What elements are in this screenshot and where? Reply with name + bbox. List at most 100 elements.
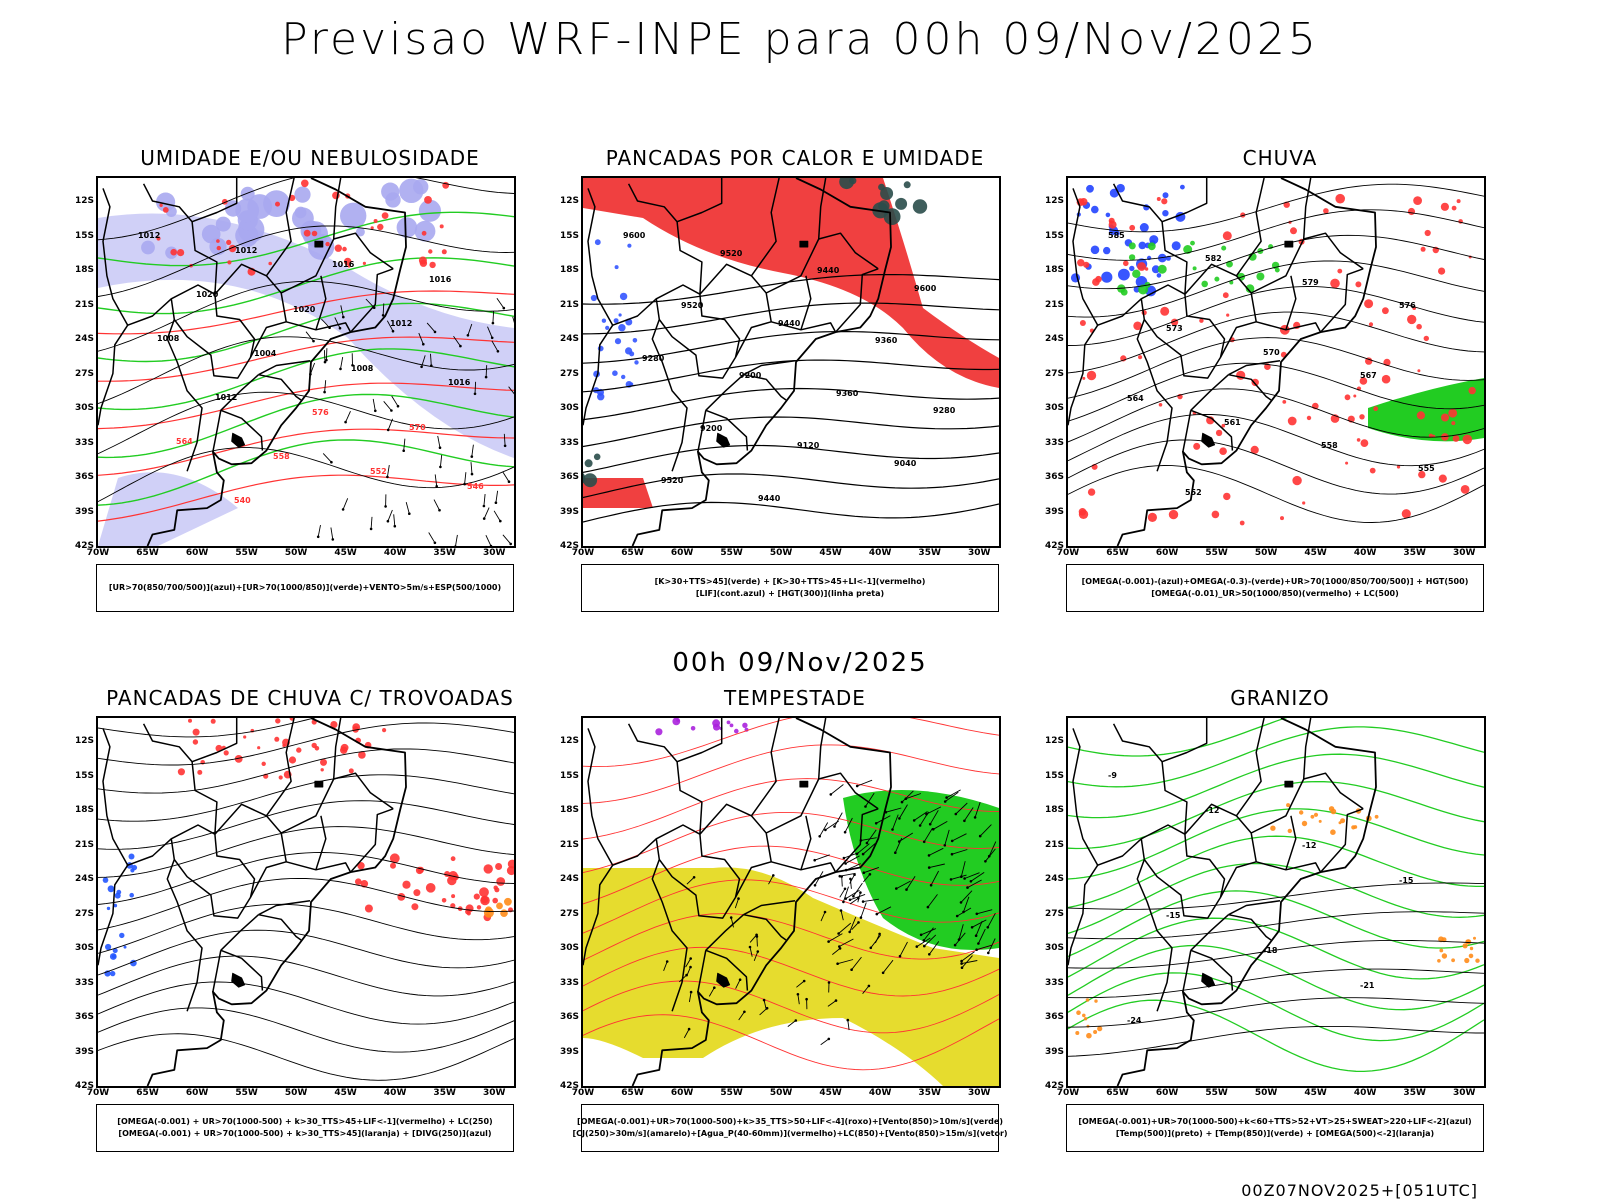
omega-red — [1420, 246, 1426, 252]
red-dot — [506, 866, 514, 876]
omega-red — [1344, 394, 1351, 401]
red-dot — [428, 249, 433, 254]
green-blob — [583, 473, 598, 488]
hgt500-contour — [1068, 465, 1484, 523]
streamline — [98, 981, 514, 1025]
wind-vector — [928, 847, 944, 856]
map-area — [96, 716, 516, 1088]
wind-vector-head — [986, 926, 990, 929]
contour-label: 576 — [1399, 301, 1416, 310]
border — [835, 808, 879, 873]
border — [800, 275, 812, 331]
lat-tick-label: 33S — [1044, 437, 1064, 448]
humidity-blob — [292, 207, 314, 230]
wind-vector — [951, 833, 967, 842]
border — [220, 949, 264, 991]
wind-arrow-head — [323, 390, 326, 394]
wind-arrow — [464, 472, 467, 485]
lif-contour-blue — [632, 338, 638, 343]
panel-pancadas-calor: PANCADAS POR CALOR E UMIDADE 12S 15S 18S 21S… — [535, 146, 1025, 626]
panel-title: TEMPESTADE — [724, 686, 866, 710]
wind-vector-head — [829, 793, 833, 796]
wind-arrow-head — [507, 480, 511, 484]
wind-arrow-head — [422, 342, 425, 346]
wind-vector-head — [824, 828, 827, 832]
border — [1112, 183, 1188, 295]
field-layer — [98, 718, 514, 1081]
wind-arrow — [485, 365, 488, 378]
contour-label: 1012 — [235, 246, 257, 255]
wind-vector-head — [987, 951, 990, 955]
omega-orange — [1338, 821, 1342, 825]
wind-vector-head — [962, 910, 965, 914]
wind-arrow — [403, 438, 406, 451]
lat-axis: 12S 15S 18S 21S 24S 27S 30S 33S 36S 39S 42S — [66, 176, 96, 551]
lif-contour-blue — [601, 318, 607, 323]
contour-label: 1020 — [293, 305, 316, 314]
wind-vector — [837, 959, 854, 965]
red-dot — [223, 750, 229, 756]
red-dot — [355, 878, 362, 885]
red-dot — [288, 756, 297, 764]
wind-vector — [901, 790, 914, 803]
omega-green — [1245, 284, 1255, 293]
omega-red — [1407, 314, 1417, 325]
contour-label: 552 — [1185, 488, 1202, 497]
red-dot — [448, 871, 458, 881]
lon-tick-label: 60W — [1155, 1088, 1179, 1098]
wind-vector — [763, 1000, 767, 1010]
border — [1184, 263, 1237, 295]
coastline — [631, 178, 892, 546]
red-dot — [352, 723, 361, 731]
wind-vector-head — [929, 883, 933, 887]
wind-arrow — [433, 499, 440, 511]
wind-vector — [827, 1000, 837, 1007]
wind-vector — [923, 827, 933, 843]
wind-vector-head — [950, 852, 954, 856]
border — [743, 373, 787, 401]
wind-vector — [820, 911, 826, 922]
panel-title: GRANIZO — [1230, 686, 1330, 710]
lon-tick-label: 70W — [86, 1088, 110, 1098]
red-dot — [496, 877, 506, 886]
lat-tick-label: 42S — [74, 541, 94, 551]
wind-vector — [961, 960, 978, 965]
lat-tick-label: 18S — [559, 805, 579, 815]
lon-tick-label: 70W — [1056, 548, 1080, 558]
panel-granizo: GRANIZO 12S 15S 18S 21S 24S 27S 30S 33S 36S 39S 42S… — [1020, 686, 1510, 1166]
panel-pancadas-trovoadas: PANCADAS DE CHUVA C/ TROVOADAS 12S 15S 18S 2… — [50, 686, 540, 1166]
wind-vector — [768, 875, 774, 885]
omega-orange — [1340, 818, 1346, 824]
wind-arrow — [428, 532, 436, 544]
omega-red — [1251, 378, 1259, 387]
humidity-blob — [340, 202, 367, 229]
wind-arrow-head — [499, 519, 502, 523]
border — [1140, 284, 1226, 379]
lon-tick-label: 60W — [185, 548, 209, 558]
contour-label: -21 — [1360, 981, 1375, 990]
lon-tick-label: 70W — [571, 1088, 595, 1098]
lon-tick-label: 40W — [868, 1088, 892, 1098]
wind-arrow — [391, 395, 399, 407]
green-blob — [584, 459, 593, 468]
border — [1250, 178, 1312, 294]
omega-red — [1452, 435, 1460, 442]
hgt500-contour — [1068, 413, 1484, 467]
green-blob — [849, 178, 857, 185]
red-dot — [402, 880, 411, 889]
contour-label: 567 — [1360, 371, 1377, 380]
temp500-black — [1068, 939, 1484, 969]
red-dot — [492, 897, 499, 904]
lat-tick-label: 30S — [559, 943, 579, 953]
streamline — [98, 774, 514, 822]
panel-chuva: CHUVA 12S 15S 18S 21S 24S 27S 30S 33S 36S 39S 42S 58… — [1020, 146, 1510, 626]
wind-vector — [849, 897, 859, 905]
hgt500-contour — [1068, 209, 1484, 261]
lat-tick-label: 30S — [559, 403, 579, 413]
wind-vector-head — [805, 997, 808, 1001]
lon-tick-label: 40W — [383, 1088, 407, 1098]
border — [1161, 178, 1208, 223]
omega-orange — [1439, 948, 1444, 953]
wind-vector — [686, 876, 695, 885]
contour-label: 561 — [1224, 418, 1241, 427]
